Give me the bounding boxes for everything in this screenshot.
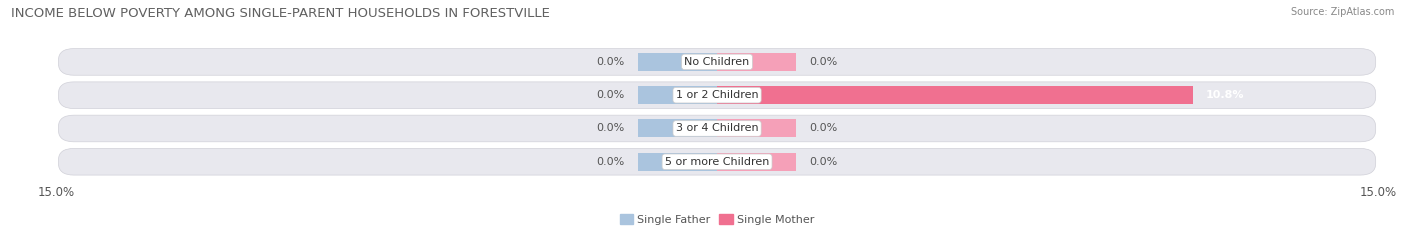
- Bar: [717, 53, 796, 71]
- Bar: [638, 86, 717, 104]
- FancyBboxPatch shape: [59, 115, 1375, 142]
- Bar: [717, 153, 796, 171]
- Bar: [638, 53, 717, 71]
- Text: 0.0%: 0.0%: [810, 57, 838, 67]
- Text: 0.0%: 0.0%: [596, 123, 624, 134]
- Text: 3 or 4 Children: 3 or 4 Children: [676, 123, 758, 134]
- Text: No Children: No Children: [685, 57, 749, 67]
- FancyBboxPatch shape: [59, 148, 1375, 175]
- Text: 0.0%: 0.0%: [596, 57, 624, 67]
- Text: 5 or more Children: 5 or more Children: [665, 157, 769, 167]
- Text: 0.0%: 0.0%: [810, 123, 838, 134]
- Text: 10.8%: 10.8%: [1206, 90, 1244, 100]
- Text: 0.0%: 0.0%: [596, 90, 624, 100]
- Bar: [638, 120, 717, 137]
- FancyBboxPatch shape: [59, 82, 1375, 109]
- Bar: [717, 120, 796, 137]
- Bar: [638, 153, 717, 171]
- Text: 0.0%: 0.0%: [810, 157, 838, 167]
- Legend: Single Father, Single Mother: Single Father, Single Mother: [614, 210, 820, 229]
- Bar: [717, 86, 1192, 104]
- Text: Source: ZipAtlas.com: Source: ZipAtlas.com: [1291, 7, 1395, 17]
- FancyBboxPatch shape: [59, 49, 1375, 75]
- Text: 1 or 2 Children: 1 or 2 Children: [676, 90, 758, 100]
- Text: INCOME BELOW POVERTY AMONG SINGLE-PARENT HOUSEHOLDS IN FORESTVILLE: INCOME BELOW POVERTY AMONG SINGLE-PARENT…: [11, 7, 550, 20]
- Text: 0.0%: 0.0%: [596, 157, 624, 167]
